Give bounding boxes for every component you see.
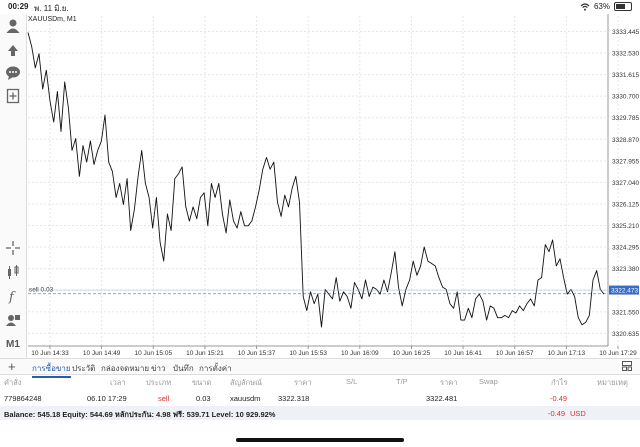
y-tick-label: 3325.210 — [612, 223, 639, 230]
y-tick-label: 3320.635 — [612, 331, 639, 338]
tab-mailbox[interactable]: กล่องจดหมาย — [101, 364, 150, 373]
x-tick-label: 10 Jun 16:57 — [496, 350, 534, 357]
cell-order: 779864248 — [4, 394, 42, 403]
col-current-price: ราคา — [440, 378, 458, 387]
col-swap: Swap — [479, 377, 498, 386]
col-tp: T/P — [396, 377, 408, 386]
x-tick-label: 10 Jun 15:53 — [289, 350, 327, 357]
x-tick-label: 10 Jun 15:21 — [186, 350, 224, 357]
trade-icon[interactable] — [3, 40, 23, 60]
y-tick-label: 3321.550 — [612, 309, 639, 316]
col-type: ประเภท — [146, 378, 172, 387]
x-tick-label: 10 Jun 15:37 — [238, 350, 276, 357]
add-icon[interactable]: + — [8, 359, 16, 374]
cell-volume: 0.03 — [196, 394, 211, 403]
y-tick-label: 3332.530 — [612, 51, 639, 58]
indicators-icon[interactable]: f — [3, 286, 23, 306]
x-tick-label: 10 Jun 16:41 — [444, 350, 482, 357]
y-tick-label: 3327.040 — [612, 180, 639, 187]
toolbox-tabs: + การซื้อขาย ประวัติ กล่องจดหมาย ข่าว บั… — [0, 358, 640, 378]
cell-current-price: 3322.481 — [426, 394, 458, 403]
svg-text:f: f — [8, 290, 16, 304]
x-tick-label: 10 Jun 15:05 — [134, 350, 172, 357]
objects-icon[interactable] — [3, 310, 23, 330]
x-tick-label: 10 Jun 16:09 — [341, 350, 379, 357]
balance-profit: -0.49 — [548, 409, 566, 418]
balance-currency: USD — [570, 409, 586, 418]
status-time: 00:29 — [8, 2, 29, 11]
new-order-icon[interactable] — [3, 86, 23, 106]
col-volume: ขนาด — [192, 378, 212, 387]
chat-icon[interactable] — [3, 63, 23, 83]
layout-icon[interactable] — [622, 361, 632, 371]
cell-profit: -0.49 — [550, 394, 568, 403]
y-tick-label: 3333.445 — [612, 29, 639, 36]
y-tick-label: 3329.785 — [612, 115, 639, 122]
col-comment: หมายเหตุ — [597, 378, 628, 387]
timeframe-button[interactable]: M1 — [6, 338, 20, 350]
col-time: เวลา — [110, 378, 126, 387]
cell-time: 06.10 17:29 — [87, 394, 127, 403]
y-tick-label: 3327.955 — [612, 158, 639, 165]
chart-symbol-label: XAUUSDm, M1 — [28, 16, 77, 23]
col-order: คำสั่ง — [4, 378, 22, 387]
battery-icon — [614, 2, 632, 11]
tab-news[interactable]: ข่าว — [151, 364, 166, 373]
chart-canvas: 3333.445 3332.530 3331.615 3330.700 3329.785… — [27, 14, 639, 357]
tab-journal[interactable]: บันทึก — [173, 364, 194, 373]
tab-settings[interactable]: การตั้งค่า — [199, 364, 232, 373]
x-tick-label: 10 Jun 17:29 — [599, 350, 637, 357]
status-date: พ. 11 มิ.ย. — [34, 4, 69, 13]
cell-symbol: xauusdm — [230, 394, 261, 403]
tab-history[interactable]: ประวัติ — [72, 364, 96, 373]
col-price: ราคา — [294, 378, 312, 387]
y-tick-label: 3331.615 — [612, 72, 639, 79]
chart-type-icon[interactable] — [3, 262, 23, 282]
price-chart[interactable]: 3333.445 3332.530 3331.615 3330.700 3329.785… — [26, 14, 640, 358]
col-profit: กำไร — [551, 378, 568, 387]
x-tick-label: 10 Jun 14:49 — [83, 350, 121, 357]
cell-price: 3322.318 — [278, 394, 310, 403]
y-tick-label: 3323.380 — [612, 266, 639, 273]
crosshair-icon[interactable] — [3, 238, 23, 258]
x-tick-label: 10 Jun 14:33 — [31, 350, 69, 357]
tab-trade[interactable]: การซื้อขาย — [32, 362, 71, 378]
status-bar: 00:29 พ. 11 มิ.ย. 63% — [0, 0, 640, 14]
cell-type: sell — [158, 394, 170, 403]
y-tick-label: 3330.700 — [612, 94, 639, 101]
x-tick-label: 10 Jun 16:25 — [393, 350, 431, 357]
col-symbol: สัญลักษณ์ — [230, 378, 263, 387]
balance-text: Balance: 545.18 Equity: 544.69 หลักประกั… — [4, 410, 276, 419]
balance-bar: Balance: 545.18 Equity: 544.69 หลักประกั… — [0, 406, 640, 420]
current-price-badge — [609, 285, 639, 295]
price-series-line — [27, 32, 605, 328]
battery-percent: 63% — [593, 2, 610, 11]
current-price-label: 3322.473 — [611, 288, 638, 295]
col-sl: S/L — [346, 377, 358, 386]
chart-toolbar: f M1 — [0, 14, 27, 358]
y-tick-label: 3326.125 — [612, 201, 639, 208]
status-right: 63% — [580, 2, 632, 11]
account-icon[interactable] — [3, 16, 23, 36]
home-indicator — [236, 438, 404, 442]
y-tick-label: 3324.295 — [612, 245, 639, 252]
x-tick-label: 10 Jun 17:13 — [548, 350, 586, 357]
y-tick-label: 3328.870 — [612, 137, 639, 144]
wifi-icon — [580, 2, 590, 11]
